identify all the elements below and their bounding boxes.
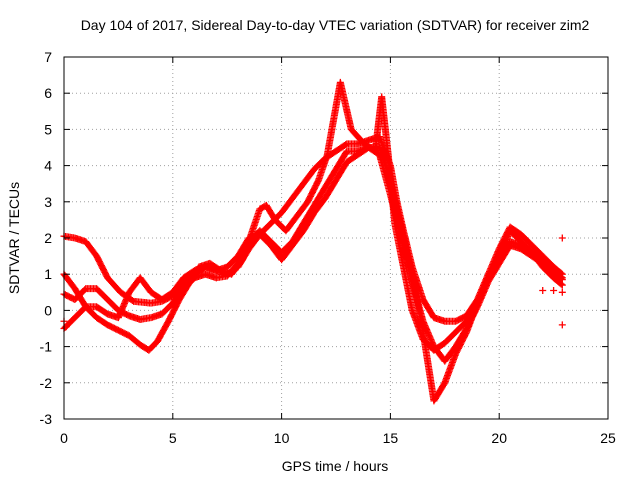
- x-tick-label: 15: [383, 430, 399, 446]
- series-trace-c: [60, 144, 566, 365]
- y-tick-label: 2: [44, 230, 52, 246]
- y-tick-label: 0: [44, 302, 52, 318]
- y-tick-label: -2: [40, 375, 53, 391]
- x-tick-label: 20: [491, 430, 507, 446]
- data-series: [60, 78, 566, 405]
- series-trace-a: [60, 133, 566, 325]
- data-point: [558, 321, 566, 329]
- data-point: [550, 286, 558, 294]
- x-tick-label: 5: [169, 430, 177, 446]
- y-tick-label: -3: [40, 411, 53, 427]
- y-axis-label: SDTVAR / TECUs: [6, 182, 22, 294]
- data-point: [539, 286, 547, 294]
- y-tick-label: 4: [44, 158, 52, 174]
- data-point: [557, 280, 565, 288]
- series-trace-d: [60, 144, 566, 405]
- chart-title: Day 104 of 2017, Sidereal Day-to-day VTE…: [81, 17, 590, 33]
- data-point: [558, 288, 566, 296]
- x-axis-label: GPS time / hours: [282, 458, 389, 474]
- data-point: [558, 234, 566, 242]
- y-tick-label: 3: [44, 194, 52, 210]
- tick-labels: 0 5 10 15 20 25 -3 -2 -1 0 1 2 3 4 5 6 7: [40, 49, 616, 446]
- data-point: [558, 281, 566, 289]
- x-tick-label: 25: [600, 430, 616, 446]
- y-tick-label: 6: [44, 85, 52, 101]
- x-tick-label: 0: [60, 430, 68, 446]
- y-tick-label: 5: [44, 121, 52, 137]
- y-tick-label: -1: [40, 339, 53, 355]
- y-tick-label: 7: [44, 49, 52, 65]
- y-tick-label: 1: [44, 266, 52, 282]
- axes: [63, 56, 609, 420]
- x-tick-label: 10: [274, 430, 290, 446]
